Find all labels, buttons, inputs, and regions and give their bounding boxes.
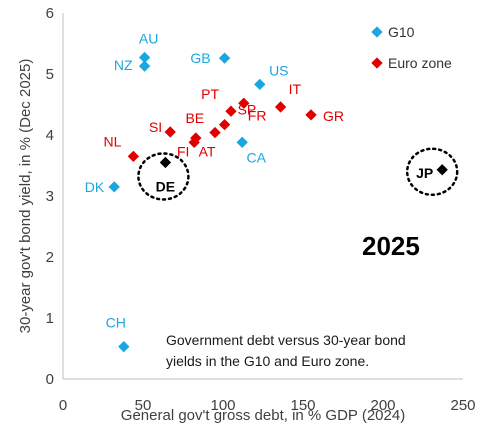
y-tick-label: 3 — [46, 188, 54, 205]
note-line-1: Government debt versus 30-year bond — [166, 332, 406, 348]
highlight-circle-de — [137, 152, 190, 201]
x-tick-labels: 0 50 100 150 200 250 — [59, 397, 476, 414]
label-at: AT — [199, 144, 216, 160]
x-tick-label: 50 — [135, 397, 152, 414]
label-jp: JP — [416, 165, 433, 181]
y-tick-label: 5 — [46, 66, 54, 83]
legend-marker-euro-zone — [371, 57, 383, 69]
label-dk: DK — [85, 179, 105, 195]
label-sp: SP — [238, 102, 257, 118]
label-it: IT — [289, 81, 302, 97]
highlight-circle-jp — [405, 147, 459, 197]
x-tick-label: 150 — [290, 397, 315, 414]
point-gr — [305, 109, 317, 121]
legend-label-euro-zone: Euro zone — [388, 55, 452, 71]
label-us: US — [269, 62, 288, 78]
y-tick-labels: 0 1 2 3 4 5 6 — [46, 5, 54, 388]
x-tick-label: 0 — [59, 397, 67, 414]
label-si: SI — [149, 119, 162, 135]
x-axis-title: General gov't gross debt, in % GDP (2024… — [121, 407, 405, 424]
y-tick-label: 4 — [46, 127, 54, 144]
point-gb — [218, 52, 231, 64]
x-tick-label: 200 — [370, 397, 395, 414]
y-tick-label: 1 — [46, 310, 54, 327]
point-ch — [118, 341, 130, 353]
label-be: BE — [185, 110, 204, 126]
y-tick-label: 2 — [46, 249, 54, 266]
y-tick-label: 6 — [46, 5, 54, 22]
x-tick-label: 250 — [450, 397, 475, 414]
label-nl: NL — [103, 133, 121, 149]
legend: G10 Euro zone — [371, 24, 452, 71]
point-us — [254, 78, 266, 91]
label-ca: CA — [246, 149, 266, 165]
point-ca — [236, 136, 248, 148]
point-dk — [108, 181, 120, 193]
y-tick-label: 0 — [46, 371, 54, 388]
legend-label-g10: G10 — [388, 24, 415, 40]
point-pt — [225, 105, 237, 117]
axes — [62, 13, 463, 380]
point-nz — [138, 60, 151, 72]
x-tick-label: 100 — [210, 397, 235, 414]
point-de — [159, 156, 172, 169]
point-sp — [218, 118, 231, 131]
label-gb: GB — [190, 50, 210, 66]
point-jp — [436, 164, 448, 176]
label-de: DE — [156, 178, 175, 194]
data-points — [108, 51, 448, 353]
year-label: 2025 — [362, 231, 420, 261]
legend-marker-g10 — [371, 26, 383, 38]
label-gr: GR — [323, 108, 344, 124]
point-it — [274, 101, 287, 113]
point-labels: AU NZ GB US CA DK CH NL SI FI BE AT SP PT FR IT GR DE JP — [85, 31, 433, 331]
label-ch: CH — [106, 315, 126, 331]
label-fi: FI — [177, 143, 189, 159]
label-pt: PT — [201, 86, 219, 102]
point-nl — [127, 150, 140, 163]
note-line-2: yields in the G10 and Euro zone. — [166, 353, 369, 369]
point-si — [164, 126, 176, 138]
point-at — [209, 126, 221, 139]
label-au: AU — [139, 31, 158, 47]
highlight-circles — [137, 147, 459, 201]
label-fr: FR — [248, 107, 267, 123]
label-nz: NZ — [114, 57, 133, 73]
y-axis-title: 30-year gov't bond yield, in % (Dec 2025… — [17, 59, 34, 334]
